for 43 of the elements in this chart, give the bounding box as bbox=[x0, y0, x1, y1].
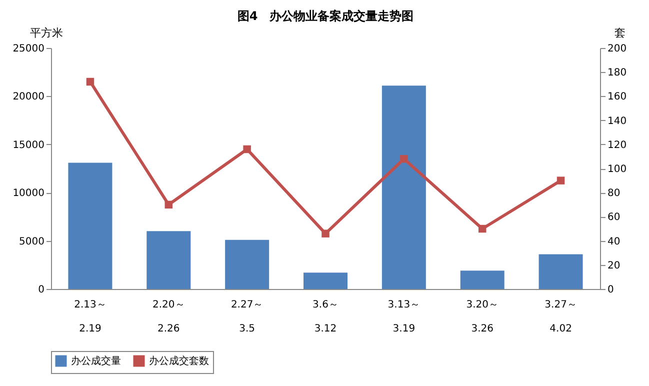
point bbox=[478, 224, 486, 233]
y2-tick-label: 0 bbox=[608, 284, 614, 296]
bar bbox=[382, 86, 426, 289]
category-label: 3.20～ 3.26 bbox=[466, 300, 498, 334]
bar bbox=[538, 254, 583, 289]
y2-tick-label: 200 bbox=[608, 44, 627, 54]
category-label: 3.27～ 4.02 bbox=[544, 300, 577, 334]
category-label: 2.13～ 2.19 bbox=[74, 300, 106, 334]
y2-tick-label: 60 bbox=[608, 212, 620, 224]
point bbox=[322, 230, 330, 238]
y2-tick-label: 20 bbox=[608, 260, 620, 272]
category-label: 2.27～ 3.5 bbox=[230, 300, 264, 334]
point bbox=[243, 145, 251, 154]
category-label: 3.6～ 3.12 bbox=[312, 300, 338, 334]
y2-tick-label: 40 bbox=[608, 236, 620, 248]
y-tick-label: 5000 bbox=[19, 236, 44, 248]
y-tick-label: 20000 bbox=[12, 92, 44, 103]
point bbox=[556, 176, 565, 184]
y2-axis-title: 套 bbox=[614, 26, 626, 40]
category-label: 3.13～ 3.19 bbox=[388, 300, 420, 334]
chart-title: 图4 办公物业备案成交量走势图 bbox=[237, 9, 414, 23]
point bbox=[86, 78, 94, 86]
y-tick-label: 0 bbox=[38, 284, 44, 296]
category-label: 2.20～ 2.26 bbox=[152, 300, 185, 334]
y2-tick-label: 120 bbox=[608, 140, 627, 151]
bar bbox=[68, 162, 112, 289]
y2-tick-label: 80 bbox=[608, 188, 620, 200]
y-tick-label: 15000 bbox=[12, 140, 44, 151]
y-axis-title: 平方米 bbox=[30, 26, 63, 40]
y2-tick-label: 180 bbox=[608, 68, 627, 79]
y2-tick-label: 140 bbox=[608, 116, 627, 127]
y-tick-label: 10000 bbox=[12, 188, 44, 200]
y2-tick-label: 100 bbox=[608, 164, 627, 175]
y-tick-label: 25000 bbox=[12, 44, 44, 54]
point bbox=[400, 154, 408, 163]
bar bbox=[225, 240, 270, 289]
legend-label: 办公成交套数 bbox=[149, 355, 209, 367]
bar bbox=[304, 272, 348, 289]
point bbox=[164, 200, 173, 209]
legend-label: 办公成交量 bbox=[71, 355, 121, 367]
bar bbox=[460, 270, 504, 289]
y2-tick-label: 160 bbox=[608, 92, 627, 103]
bar bbox=[146, 231, 191, 289]
